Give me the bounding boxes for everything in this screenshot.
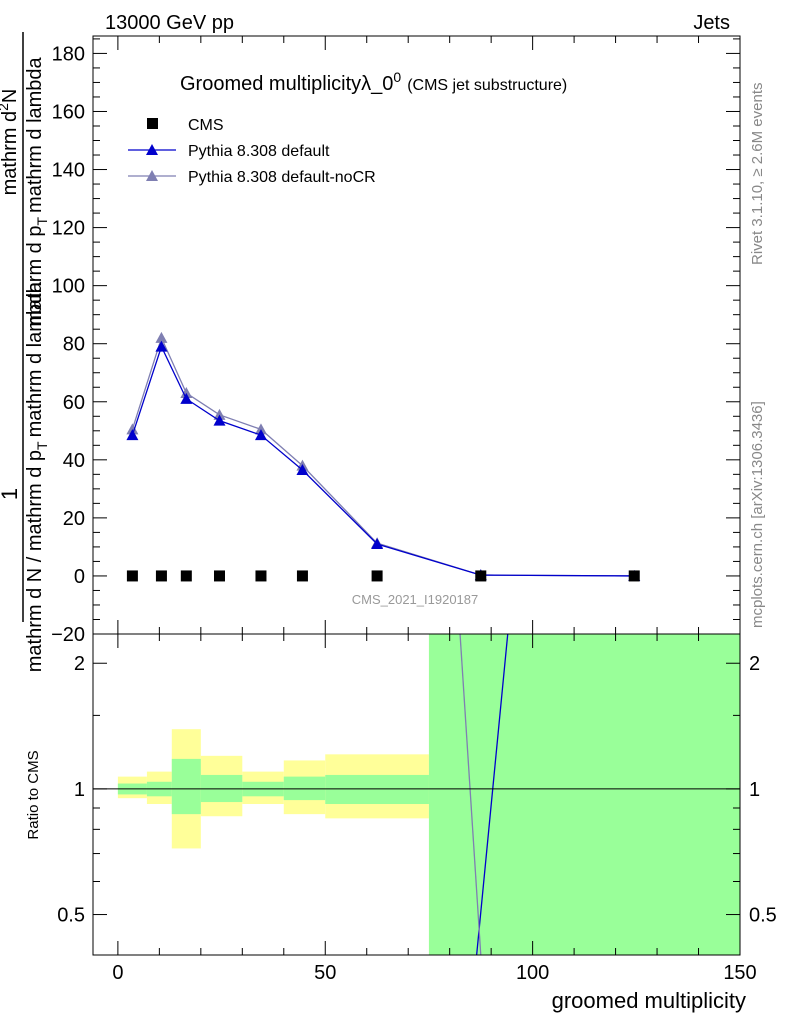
series-line xyxy=(131,336,635,577)
y-tick-label: −20 xyxy=(51,624,85,646)
legend-label: Pythia 8.308 default-noCR xyxy=(188,169,376,186)
y-tick-label: 180 xyxy=(52,43,85,65)
data-point-square xyxy=(296,570,308,582)
data-point-triangle xyxy=(371,538,384,550)
data-point-triangle xyxy=(254,429,267,441)
legend: CMS Pythia 8.308 default Pythia 8.308 defa… xyxy=(128,117,376,186)
data-point-triangle xyxy=(155,331,168,343)
y-tick-label: 100 xyxy=(52,276,85,298)
ylabel-bottom-text: mathrm d p xyxy=(24,226,46,327)
x-axis-label: groomed multiplicity xyxy=(552,988,746,1013)
plot-title-suffix: (CMS jet substructure) xyxy=(407,77,567,94)
legend-marker-square xyxy=(147,118,158,129)
y-tick-label: 0 xyxy=(74,566,85,588)
rivet-version-label: Rivet 3.1.10, ≥ 2.6M events xyxy=(749,83,766,266)
y-tick-label: 80 xyxy=(63,334,85,356)
plot-title: Groomed multiplicityλ_00 (CMS jet substru… xyxy=(180,69,567,95)
ylabel-top-tail: N xyxy=(0,89,21,103)
ylabel-denominator: mathrm d N / mathrm d pTmathrm d lambda xyxy=(24,281,50,672)
data-point-square xyxy=(180,570,192,582)
x-tick-label: 0 xyxy=(112,962,123,984)
data-point-square xyxy=(213,570,225,582)
y-tick-label: 40 xyxy=(63,450,85,472)
data-point-square xyxy=(371,570,383,582)
legend-marker-triangle xyxy=(146,170,158,181)
ratio-series-line xyxy=(475,633,509,956)
data-point-triangle xyxy=(180,392,193,404)
data-point-triangle xyxy=(254,423,267,435)
x-tick-label: 100 xyxy=(516,962,549,984)
ratio-band-green xyxy=(171,758,201,815)
ylabel-bottom-line: mathrm d pTmathrm d lambda xyxy=(24,56,50,326)
data-point-triangle xyxy=(155,340,168,352)
legend-label: CMS xyxy=(188,117,224,134)
main-series xyxy=(126,331,641,582)
ratio-series xyxy=(459,633,509,956)
y-tick-label: 60 xyxy=(63,392,85,414)
y-tick-label: 160 xyxy=(52,101,85,123)
ratio-frame xyxy=(92,633,741,956)
ylabel-top-text: mathrm d xyxy=(0,111,21,195)
data-point-square xyxy=(155,570,167,582)
ratio-axis-ticks xyxy=(93,634,741,955)
ratio-y-tick-label-right: 0.5 xyxy=(749,905,777,927)
main-axis-tick-labels: −20 0 20 40 60 80 100 120 140 160 180 xyxy=(51,43,85,646)
x-tick-label: 50 xyxy=(314,962,336,984)
plot-title-text: Groomed multiplicityλ_0 xyxy=(180,73,393,95)
x-tick-label: 150 xyxy=(723,962,756,984)
ratio-y-tick-label-right: 1 xyxy=(749,779,760,801)
y-tick-label: 20 xyxy=(63,508,85,530)
data-point-square xyxy=(126,570,138,582)
mcplots-citation-label: mcplots.cern.ch [arXiv:1306.3436] xyxy=(749,401,766,628)
main-axis-ticks xyxy=(93,36,741,635)
ylabel-numerator-one: 1 xyxy=(0,488,22,500)
x-axis-tick-labels: 0 50 100 150 xyxy=(112,962,756,984)
ylabel-denominator-text: mathrm d N / mathrm d p xyxy=(24,450,46,672)
beam-label: 13000 GeV pp xyxy=(105,12,234,34)
ratio-y-tick-label: 0.5 xyxy=(57,905,85,927)
data-point-triangle xyxy=(180,387,193,399)
legend-label: Pythia 8.308 default xyxy=(188,143,330,160)
data-point-triangle xyxy=(126,423,139,435)
data-point-square xyxy=(255,570,267,582)
ylabel-bottom-sub: T xyxy=(34,217,50,226)
ratio-panel: 0.5 0.5 1 1 2 2 Ratio to CMS xyxy=(25,633,777,956)
series-line xyxy=(131,344,635,577)
main-ylabel: 1 mathrm d N / mathrm d pTmathrm d lambd… xyxy=(0,32,50,672)
ratio-y-tick-label-right: 2 xyxy=(749,653,760,675)
plot-title-sup: 0 xyxy=(393,69,401,85)
ylabel-bottom-tail: mathrm d lambda xyxy=(24,56,46,212)
ratio-band-green xyxy=(428,634,740,955)
y-tick-label: 140 xyxy=(52,160,85,182)
ratio-axis-tick-labels: 0.5 0.5 1 1 2 2 xyxy=(57,653,777,926)
y-tick-label: 120 xyxy=(52,218,85,240)
ratio-y-tick-label: 2 xyxy=(74,653,85,675)
ylabel-denominator-sub: T xyxy=(34,441,50,450)
data-point-square xyxy=(475,570,487,582)
ratio-ylabel: Ratio to CMS xyxy=(25,750,42,839)
ratio-uncertainty-bands xyxy=(117,634,740,955)
ratio-band-green xyxy=(283,776,326,801)
legend-marker-triangle xyxy=(146,144,158,155)
data-point-triangle xyxy=(213,414,226,426)
ratio-series-line xyxy=(459,633,482,956)
analysis-watermark: CMS_2021_I1920187 xyxy=(352,592,479,607)
data-point-triangle xyxy=(296,463,309,475)
ylabel-denominator-tail: mathrm d lambda xyxy=(24,281,46,437)
data-point-square xyxy=(628,570,640,582)
ylabel-top-sup: 2 xyxy=(0,103,11,111)
data-point-triangle xyxy=(213,408,226,420)
process-label: Jets xyxy=(693,12,730,34)
data-point-triangle xyxy=(126,429,139,441)
ratio-band-green xyxy=(325,774,429,805)
ratio-y-tick-label: 1 xyxy=(74,779,85,801)
ylabel-top-line: mathrm d2N xyxy=(0,89,21,196)
